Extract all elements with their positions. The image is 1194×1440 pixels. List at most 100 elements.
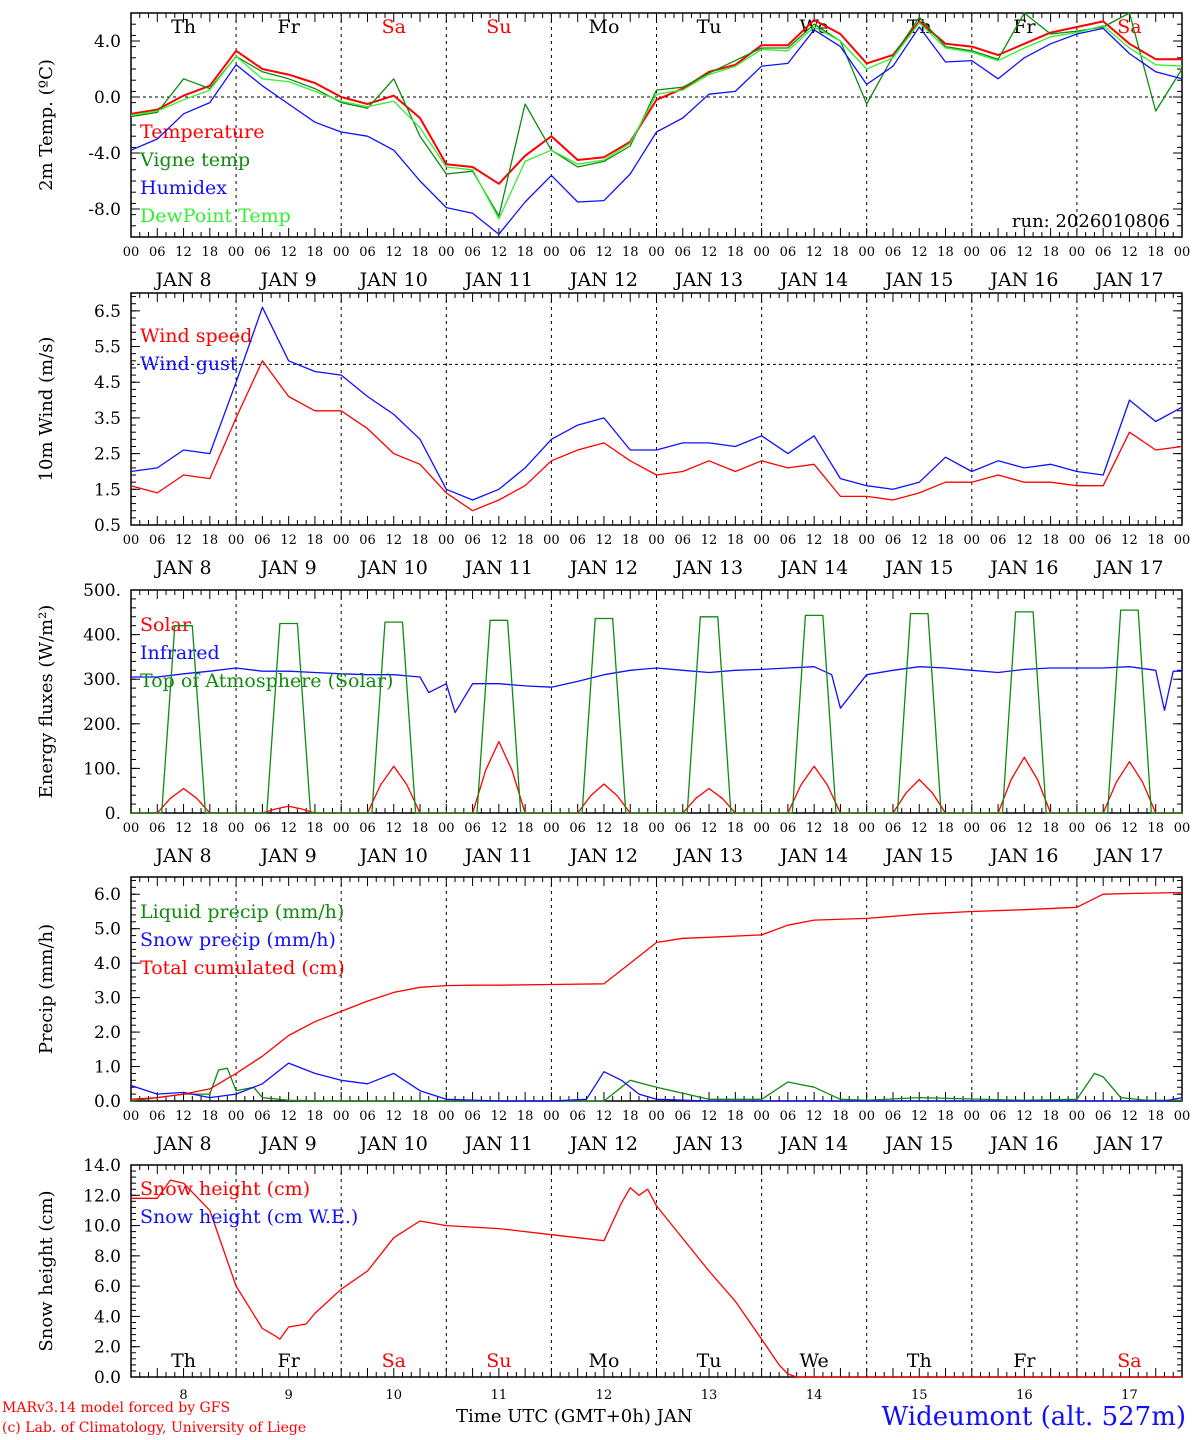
y-tick-label: 500.: [83, 581, 121, 601]
y-tick-label: 6.0: [94, 885, 121, 905]
y-axis-label: 2m Temp. (ºC): [36, 59, 57, 191]
y-tick-label: 3.5: [94, 409, 121, 429]
y-tick-label: 2.0: [94, 1338, 121, 1358]
hour-tick-label: 00: [438, 533, 455, 548]
hour-tick-label: 00: [333, 245, 350, 260]
hour-tick-label: 18: [1147, 245, 1164, 260]
day-name: Th: [171, 1350, 196, 1372]
legend-entry: Wind speed: [140, 325, 252, 347]
series-line-snow-precip-mm-h-: [130, 1062, 1183, 1102]
legend-entry: Infrared: [140, 642, 220, 664]
date-label: JAN 11: [463, 1133, 533, 1155]
day-name: Sa: [1117, 16, 1141, 38]
date-label: JAN 14: [778, 1133, 848, 1155]
hour-tick-label: 12: [1016, 533, 1033, 548]
y-tick-label: 0.: [105, 804, 121, 824]
legend-entry: Solar: [140, 614, 192, 636]
hour-tick-label: 18: [517, 821, 534, 836]
hour-tick-label: 12: [701, 533, 718, 548]
hour-tick-label: 12: [806, 821, 823, 836]
hour-tick-label: 12: [596, 245, 613, 260]
y-tick-label: -8.0: [88, 200, 121, 220]
hour-tick-label: 18: [937, 1109, 954, 1124]
legend-entry: Total cumulated (cm): [140, 957, 345, 979]
hour-tick-label: 12: [280, 1109, 297, 1124]
series-line-top-of-atmosphere-solar-: [131, 609, 1182, 814]
hour-tick-label: 12: [385, 821, 402, 836]
hour-tick-label: 00: [228, 821, 245, 836]
legend-entry: Humidex: [140, 177, 227, 199]
hour-tick-label: 00: [753, 245, 770, 260]
date-label: JAN 15: [883, 269, 953, 291]
hour-tick-label: 06: [675, 533, 692, 548]
hour-tick-label: 12: [280, 245, 297, 260]
series-line-wind-speed: [130, 360, 1183, 512]
hour-tick-label: 12: [1121, 245, 1138, 260]
y-tick-label: 4.0: [94, 32, 121, 52]
day-number: 8: [179, 1388, 187, 1403]
hour-tick-label: 00: [1069, 1109, 1086, 1124]
hour-tick-label: 18: [622, 821, 639, 836]
series-line-humidex: [130, 26, 1183, 235]
hour-tick-label: 06: [149, 821, 166, 836]
hour-tick-label: 06: [359, 821, 376, 836]
date-label: JAN 15: [883, 845, 953, 867]
hour-tick-label: 12: [806, 1109, 823, 1124]
hour-tick-label: 12: [280, 533, 297, 548]
hour-tick-label: 18: [727, 1109, 744, 1124]
hour-tick-label: 00: [858, 533, 875, 548]
model-credit: MARv3.14 model forced by GFS: [2, 1400, 231, 1416]
y-axis-label: Precip (mm/h): [36, 924, 57, 1054]
lab-credit: (c) Lab. of Climatology, University of L…: [2, 1420, 307, 1436]
hour-tick-label: 00: [964, 1109, 981, 1124]
hour-tick-label: 00: [438, 245, 455, 260]
hour-tick-label: 06: [149, 245, 166, 260]
legend-entry: Temperature: [140, 121, 264, 143]
hour-tick-label: 06: [254, 1109, 271, 1124]
y-tick-label: 4.5: [94, 373, 121, 393]
day-number: 14: [806, 1388, 823, 1403]
day-name: Fr: [278, 1350, 301, 1372]
date-label: JAN 9: [259, 1133, 317, 1155]
y-tick-label: 4.0: [94, 954, 121, 974]
hour-tick-label: 00: [438, 821, 455, 836]
hour-tick-label: 12: [1016, 821, 1033, 836]
y-tick-label: 1.0: [94, 1058, 121, 1078]
date-label: JAN 13: [673, 269, 743, 291]
hour-tick-label: 18: [307, 1109, 324, 1124]
hour-tick-label: 00: [333, 821, 350, 836]
day-number: 16: [1016, 1388, 1033, 1403]
date-label: JAN 15: [883, 1133, 953, 1155]
hour-tick-label: 06: [675, 821, 692, 836]
hour-tick-label: 18: [202, 245, 219, 260]
date-label: JAN 13: [673, 557, 743, 579]
y-axis-label: Snow height (cm): [36, 1190, 57, 1351]
hour-tick-label: 00: [858, 1109, 875, 1124]
hour-tick-label: 06: [1095, 1109, 1112, 1124]
date-label: JAN 8: [154, 1133, 212, 1155]
hour-tick-label: 00: [543, 533, 560, 548]
hour-tick-label: 06: [885, 821, 902, 836]
day-name: Fr: [278, 16, 301, 38]
hour-tick-label: 00: [228, 533, 245, 548]
hour-tick-label: 06: [990, 245, 1007, 260]
hour-tick-label: 18: [307, 533, 324, 548]
y-tick-label: 100.: [83, 759, 121, 779]
date-label: JAN 8: [154, 269, 212, 291]
hour-tick-label: 00: [648, 245, 665, 260]
y-tick-label: 3.0: [94, 989, 121, 1009]
hour-tick-label: 06: [990, 533, 1007, 548]
y-tick-label: 4.0: [94, 1307, 121, 1327]
hour-tick-label: 18: [622, 1109, 639, 1124]
day-name: Fr: [1013, 1350, 1036, 1372]
hour-tick-label: 18: [727, 821, 744, 836]
legend-entry: DewPoint Temp: [140, 205, 291, 227]
date-label: JAN 16: [988, 557, 1058, 579]
hour-tick-label: 06: [569, 821, 586, 836]
hour-tick-label: 00: [543, 245, 560, 260]
hour-tick-label: 00: [964, 245, 981, 260]
hour-tick-label: 18: [412, 245, 429, 260]
hour-tick-label: 12: [1121, 533, 1138, 548]
hour-tick-label: 06: [780, 821, 797, 836]
